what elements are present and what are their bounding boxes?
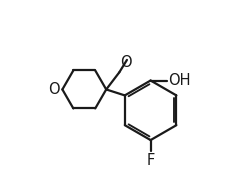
Text: O: O: [120, 55, 132, 70]
Text: F: F: [146, 153, 155, 168]
Text: O: O: [48, 82, 59, 97]
Text: OH: OH: [168, 73, 191, 88]
